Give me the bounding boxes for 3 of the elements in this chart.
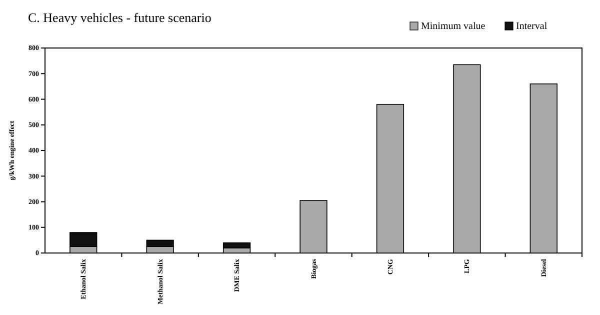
- chart-title: C. Heavy vehicles - future scenario: [28, 10, 212, 25]
- legend-label: Interval: [516, 21, 548, 32]
- legend-label: Minimum value: [421, 21, 486, 32]
